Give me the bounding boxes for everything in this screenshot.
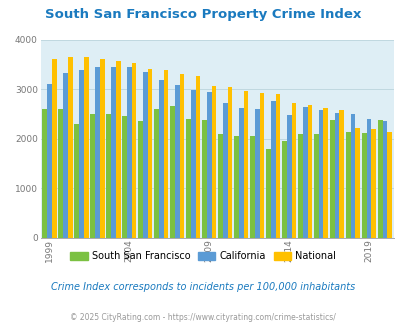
Bar (74, 124, 79, 238)
Bar (206, 92, 211, 238)
Bar (217, 134, 222, 238)
Bar (58, 109, 63, 238)
Bar (111, 67, 115, 238)
Bar (90, 114, 95, 238)
Bar (270, 102, 275, 238)
Text: © 2025 CityRating.com - https://www.cityrating.com/crime-statistics/: © 2025 CityRating.com - https://www.city… (70, 313, 335, 322)
Bar (366, 119, 371, 238)
Bar (222, 103, 227, 238)
Bar (227, 86, 232, 238)
Bar (175, 85, 179, 238)
Bar (138, 121, 143, 238)
Bar (318, 110, 323, 238)
Bar (95, 67, 100, 238)
Bar (371, 129, 375, 238)
Text: South San Francisco Property Crime Index: South San Francisco Property Crime Index (45, 8, 360, 21)
Bar (249, 136, 254, 238)
Bar (147, 69, 152, 238)
Bar (377, 120, 382, 238)
Bar (202, 120, 206, 238)
Bar (106, 114, 111, 238)
Bar (143, 72, 147, 238)
Bar (185, 119, 190, 238)
Bar (254, 109, 259, 238)
Bar (68, 57, 72, 238)
Bar (334, 114, 339, 238)
Bar (79, 70, 83, 238)
Bar (100, 59, 104, 238)
Bar (243, 91, 248, 238)
Bar (154, 109, 158, 238)
Bar (265, 148, 270, 238)
Bar (238, 108, 243, 238)
Bar (179, 74, 184, 238)
Bar (323, 108, 328, 238)
Bar (382, 121, 386, 238)
Bar (83, 57, 88, 238)
Bar (195, 76, 200, 238)
Bar (122, 116, 127, 238)
Bar (291, 103, 296, 238)
Bar (313, 134, 318, 238)
Bar (127, 67, 131, 238)
Bar (350, 115, 355, 238)
Bar (361, 133, 366, 238)
Bar (233, 136, 238, 238)
Bar (52, 59, 56, 238)
Bar (163, 70, 168, 238)
Bar (297, 134, 302, 238)
Bar (286, 115, 291, 238)
Bar (63, 73, 68, 238)
Legend: South San Francisco, California, National: South San Francisco, California, Nationa… (66, 248, 339, 265)
Bar (170, 106, 175, 238)
Bar (259, 92, 264, 238)
Bar (131, 63, 136, 238)
Bar (302, 107, 307, 238)
Bar (211, 86, 216, 238)
Bar (281, 141, 286, 238)
Bar (386, 132, 391, 238)
Bar (115, 61, 120, 238)
Bar (190, 90, 195, 238)
Bar (158, 80, 163, 238)
Bar (345, 132, 350, 238)
Bar (275, 94, 279, 238)
Bar (47, 84, 52, 238)
Bar (307, 105, 311, 238)
Bar (339, 110, 343, 238)
Bar (42, 109, 47, 238)
Bar (355, 128, 359, 238)
Text: Crime Index corresponds to incidents per 100,000 inhabitants: Crime Index corresponds to incidents per… (51, 282, 354, 292)
Bar (329, 120, 334, 238)
